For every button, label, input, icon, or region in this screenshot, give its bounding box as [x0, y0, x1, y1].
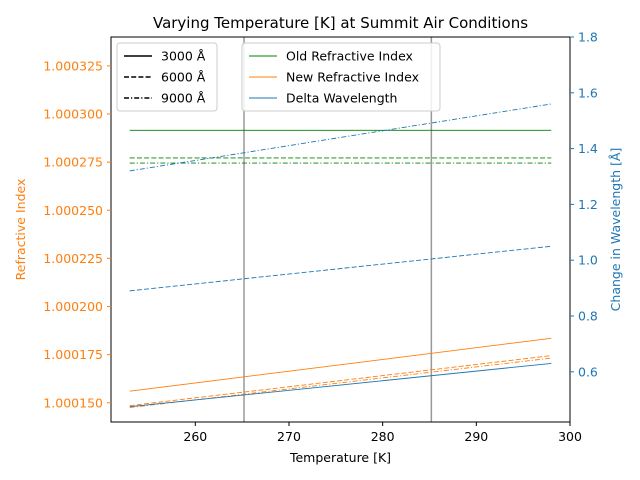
- x-tick-label-0: 260: [183, 429, 207, 444]
- left-y-tick-label-4: 1.000250: [43, 203, 103, 218]
- left-y-tick-label-3: 1.000225: [43, 251, 103, 266]
- series-legend-box: [241, 42, 441, 112]
- style-legend-label-2: 9000 Å: [161, 91, 206, 106]
- plot-frame: [110, 36, 571, 423]
- right-y-tick-label-5: 1.6: [578, 85, 598, 100]
- style-legend-label-0: 3000 Å: [161, 49, 206, 64]
- series-line-3: [129, 337, 552, 392]
- right-y-axis-label: Change in Wavelength [Å]: [608, 148, 623, 312]
- series-line-8: [129, 103, 552, 172]
- right-y-tick-label-4: 1.4: [578, 141, 598, 156]
- x-tick-label-1: 270: [277, 429, 301, 444]
- left-y-axis: 1.000150 1.000175 1.000200 1.000225 1.000250…: [43, 58, 111, 410]
- style-legend-label-1: 6000 Å: [161, 70, 206, 85]
- series-legend-label-0: Old Refractive Index: [286, 49, 413, 64]
- left-y-axis-label: Refractive Index: [13, 179, 28, 281]
- right-y-tick-label-2: 1.0: [578, 253, 598, 268]
- series-line-7: [129, 245, 552, 292]
- series-line-6: [129, 362, 552, 408]
- right-y-tick-label-0: 0.6: [578, 364, 598, 379]
- x-axis-label: Temperature [K]: [289, 450, 391, 465]
- x-tick-label-4: 300: [558, 429, 582, 444]
- series-layer: [129, 103, 552, 409]
- x-tick-label-2: 280: [371, 429, 395, 444]
- chart-title: Varying Temperature [K] at Summit Air Co…: [153, 14, 528, 32]
- right-y-tick-label-1: 0.8: [578, 308, 598, 323]
- right-y-tick-label-3: 1.2: [578, 197, 598, 212]
- left-y-tick-label-1: 1.000175: [43, 347, 103, 362]
- x-tick-label-3: 290: [464, 429, 488, 444]
- series-line-4: [129, 355, 552, 407]
- left-y-tick-label-5: 1.000275: [43, 155, 103, 170]
- series-legend-label-1: New Refractive Index: [286, 70, 419, 85]
- left-y-tick-label-6: 1.000300: [43, 107, 103, 122]
- wavelength-style-legend: 3000 Å 6000 Å 9000 Å: [116, 42, 218, 112]
- series-legend: Old Refractive Index New Refractive Index…: [241, 42, 441, 112]
- left-y-tick-label-0: 1.000150: [43, 395, 103, 410]
- left-y-tick-label-7: 1.000325: [43, 58, 103, 73]
- series-legend-label-2: Delta Wavelength: [286, 91, 397, 106]
- right-y-axis: 0.6 0.8 1.0 1.2 1.4 1.6 1.8: [570, 30, 598, 379]
- x-axis: 260 270 280 290 300: [183, 422, 582, 444]
- right-y-tick-label-6: 1.8: [578, 30, 598, 45]
- left-y-tick-label-2: 1.000200: [43, 299, 103, 314]
- style-legend-box: [116, 42, 218, 112]
